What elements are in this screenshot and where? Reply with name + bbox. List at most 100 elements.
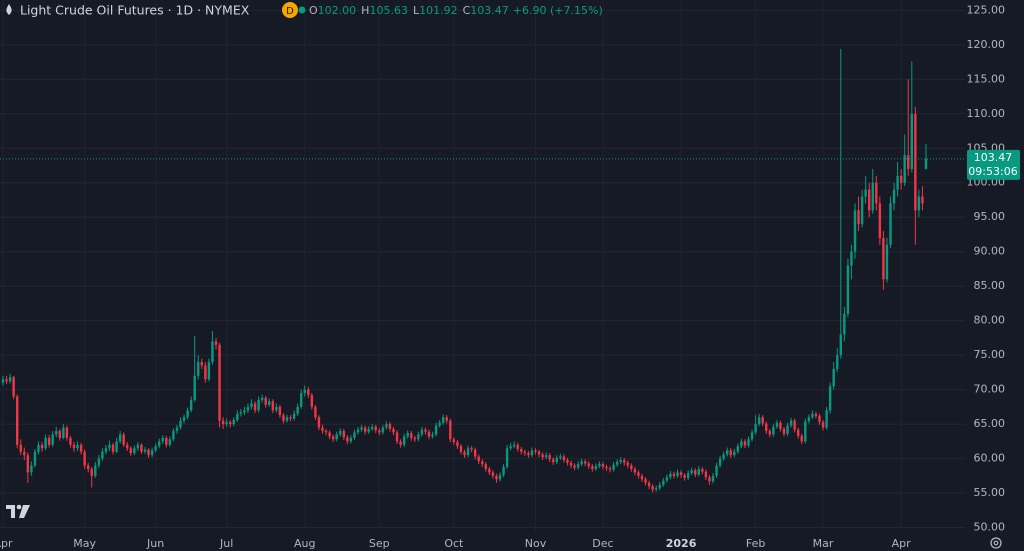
candle-body — [772, 426, 775, 435]
candle-body — [168, 439, 172, 445]
legend-value: 102.00 — [318, 4, 357, 17]
candle-body — [37, 444, 40, 452]
candle-body — [126, 444, 129, 449]
candle-body — [750, 432, 754, 440]
interval-badge[interactable] — [282, 2, 298, 18]
candle-body — [917, 196, 921, 211]
candle-body — [615, 462, 619, 465]
candle-body — [189, 399, 193, 411]
candle-body — [686, 473, 690, 478]
candle-body — [495, 475, 498, 480]
candle-body — [179, 420, 182, 428]
candle-body — [218, 344, 221, 421]
candle-body — [850, 251, 853, 266]
y-tick-label: 125.00 — [967, 3, 1006, 16]
candle-body — [907, 155, 910, 169]
candle-body — [55, 431, 58, 435]
candle-body — [473, 449, 477, 457]
price-label: 103.47 — [974, 151, 1013, 164]
candle-body — [378, 430, 381, 433]
candle-body — [459, 446, 463, 452]
candle-body — [342, 431, 345, 438]
candle-body — [715, 465, 718, 476]
candle-body — [413, 437, 416, 440]
candle-body — [260, 397, 264, 400]
candle-body — [150, 450, 154, 456]
candle-body — [775, 422, 779, 427]
candle-body — [449, 420, 452, 440]
candle-body — [644, 479, 647, 483]
candle-body — [729, 450, 732, 456]
candle-body — [704, 471, 708, 478]
candle-body — [676, 472, 679, 476]
candle-body — [892, 189, 896, 204]
candle-body — [115, 441, 118, 452]
candle-body — [268, 401, 271, 405]
candle-body — [697, 468, 700, 475]
candle-body — [846, 265, 850, 314]
candle-body — [72, 444, 76, 449]
settings-icon[interactable] — [990, 537, 1002, 549]
candle-body — [331, 436, 335, 440]
candle-body — [58, 431, 61, 438]
candle-body — [924, 158, 928, 169]
x-tick-label: 2026 — [666, 537, 697, 550]
x-tick-label: Jun — [146, 537, 164, 550]
candle-body — [26, 455, 30, 473]
candle-body — [40, 444, 44, 449]
x-tick-label: Feb — [746, 537, 765, 550]
candle-body — [161, 437, 164, 442]
candle-body — [442, 417, 445, 423]
candle-body — [520, 448, 523, 452]
candle-body — [736, 446, 740, 452]
candle-body — [1, 379, 5, 383]
candle-body — [789, 420, 793, 426]
candle-body — [566, 459, 569, 463]
x-tick-label: Sep — [369, 537, 390, 550]
candle-body — [779, 422, 782, 429]
x-tick-label: Apr — [892, 537, 912, 550]
candle-body — [44, 437, 47, 449]
candle-body — [76, 444, 79, 449]
candle-body — [296, 406, 299, 414]
candle-body — [665, 477, 669, 481]
candle-body — [860, 196, 864, 225]
candle-body — [694, 470, 697, 475]
candle-body — [111, 444, 115, 452]
candle-body — [910, 113, 913, 169]
price-label-box — [967, 149, 1020, 180]
candle-body — [456, 442, 459, 447]
candle-body — [544, 455, 548, 458]
candle-body — [470, 448, 473, 450]
candle-body — [765, 423, 768, 432]
candle-body — [541, 454, 544, 458]
x-tick-label: Jul — [219, 537, 233, 550]
candle-body — [271, 401, 274, 411]
candle-body — [814, 413, 818, 416]
candle-body — [136, 444, 140, 449]
market-status — [298, 6, 306, 14]
candle-body — [104, 448, 108, 452]
candle-body — [154, 446, 157, 451]
candle-body — [23, 451, 26, 456]
candle-body — [523, 451, 527, 454]
candle-body — [757, 417, 761, 425]
candle-body — [381, 427, 385, 433]
candle-body — [363, 427, 367, 432]
candle-body — [782, 428, 786, 434]
candle-body — [885, 244, 889, 280]
legend-value: 105.63 — [369, 4, 408, 17]
candle-body — [165, 437, 168, 445]
candle-body — [129, 448, 132, 454]
candle-body — [197, 362, 200, 376]
candle-body — [651, 486, 654, 490]
candle-body — [608, 468, 612, 470]
candle-body — [825, 410, 828, 428]
candle-body — [836, 355, 839, 369]
candle-body — [640, 475, 644, 480]
candle-body — [516, 444, 519, 449]
candle-body — [204, 365, 207, 380]
candle-body — [243, 410, 246, 413]
x-tick-label: Aug — [294, 537, 315, 550]
candle-body — [722, 454, 725, 459]
